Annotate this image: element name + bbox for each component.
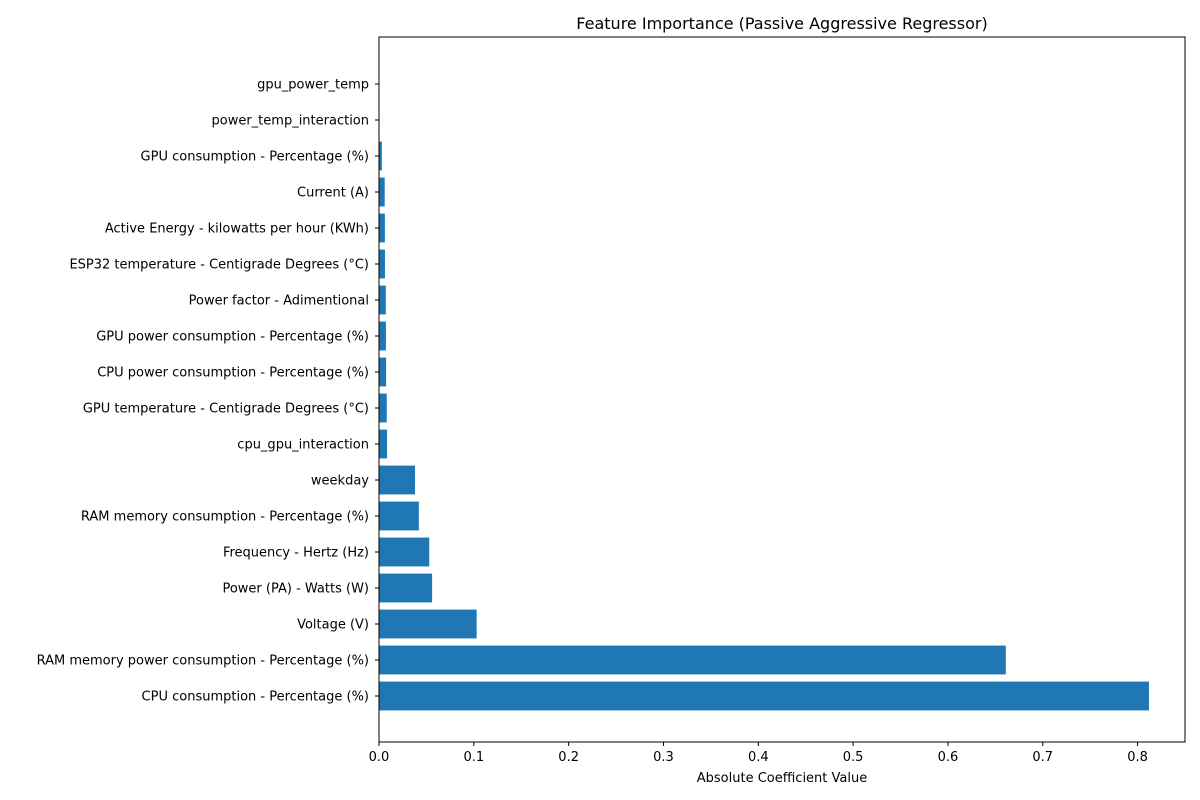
x-tick-label-6: 0.6 xyxy=(938,750,959,765)
bar-14 xyxy=(379,177,385,207)
bar-11 xyxy=(379,285,386,315)
bar-4 xyxy=(379,537,430,567)
x-axis-label: Absolute Coefficient Value xyxy=(697,771,867,786)
y-axis-ticks: CPU consumption - Percentage (%) RAM memo… xyxy=(37,78,379,705)
x-tick-label-8: 0.8 xyxy=(1127,750,1148,765)
x-tick-label-3: 0.3 xyxy=(653,750,674,765)
y-tick-label-5: RAM memory consumption - Percentage (%) xyxy=(81,510,369,525)
y-tick-label-9: CPU power consumption - Percentage (%) xyxy=(97,366,369,381)
bars-group xyxy=(379,141,1149,711)
x-tick-label-0: 0.0 xyxy=(369,750,390,765)
bar-2 xyxy=(379,609,477,639)
bar-3 xyxy=(379,573,433,603)
y-tick-label-16: power_temp_interaction xyxy=(212,114,370,129)
y-tick-label-3: Power (PA) - Watts (W) xyxy=(222,582,369,597)
y-tick-label-7: cpu_gpu_interaction xyxy=(237,438,369,453)
y-tick-label-8: GPU temperature - Centigrade Degrees (°C… xyxy=(83,402,369,417)
y-tick-label-17: gpu_power_temp xyxy=(257,78,369,93)
y-tick-label-15: GPU consumption - Percentage (%) xyxy=(141,150,369,165)
plot-frame xyxy=(378,36,1186,743)
x-tick-label-5: 0.5 xyxy=(843,750,864,765)
bar-13 xyxy=(379,213,385,243)
y-tick-label-1: RAM memory power consumption - Percentag… xyxy=(37,654,369,669)
x-tick-label-7: 0.7 xyxy=(1032,750,1053,765)
bar-0 xyxy=(379,681,1149,711)
y-tick-label-2: Voltage (V) xyxy=(297,618,369,633)
y-tick-label-11: Power factor - Adimentional xyxy=(189,294,369,309)
y-tick-label-12: ESP32 temperature - Centigrade Degrees (… xyxy=(69,258,369,273)
y-tick-label-13: Active Energy - kilowatts per hour (KWh) xyxy=(105,222,369,237)
y-tick-label-14: Current (A) xyxy=(297,186,369,201)
bar-6 xyxy=(379,465,416,495)
bar-9 xyxy=(379,357,387,387)
bar-1 xyxy=(379,645,1006,675)
x-tick-label-1: 0.1 xyxy=(463,750,484,765)
y-tick-label-4: Frequency - Hertz (Hz) xyxy=(223,546,369,561)
y-tick-label-10: GPU power consumption - Percentage (%) xyxy=(96,330,369,345)
y-tick-label-6: weekday xyxy=(311,474,369,489)
x-axis-ticks: 0.0 0.1 0.2 0.3 0.4 0.5 0.6 0.7 0.8 xyxy=(369,742,1148,765)
bar-8 xyxy=(379,393,387,423)
bar-12 xyxy=(379,249,385,279)
bar-15 xyxy=(379,141,382,171)
bar-5 xyxy=(379,501,419,531)
x-tick-label-4: 0.4 xyxy=(748,750,769,765)
bar-10 xyxy=(379,321,386,351)
y-tick-label-0: CPU consumption - Percentage (%) xyxy=(142,690,369,705)
bar-7 xyxy=(379,429,388,459)
chart-title: Feature Importance (Passive Aggressive R… xyxy=(576,14,987,33)
x-tick-label-2: 0.2 xyxy=(558,750,579,765)
